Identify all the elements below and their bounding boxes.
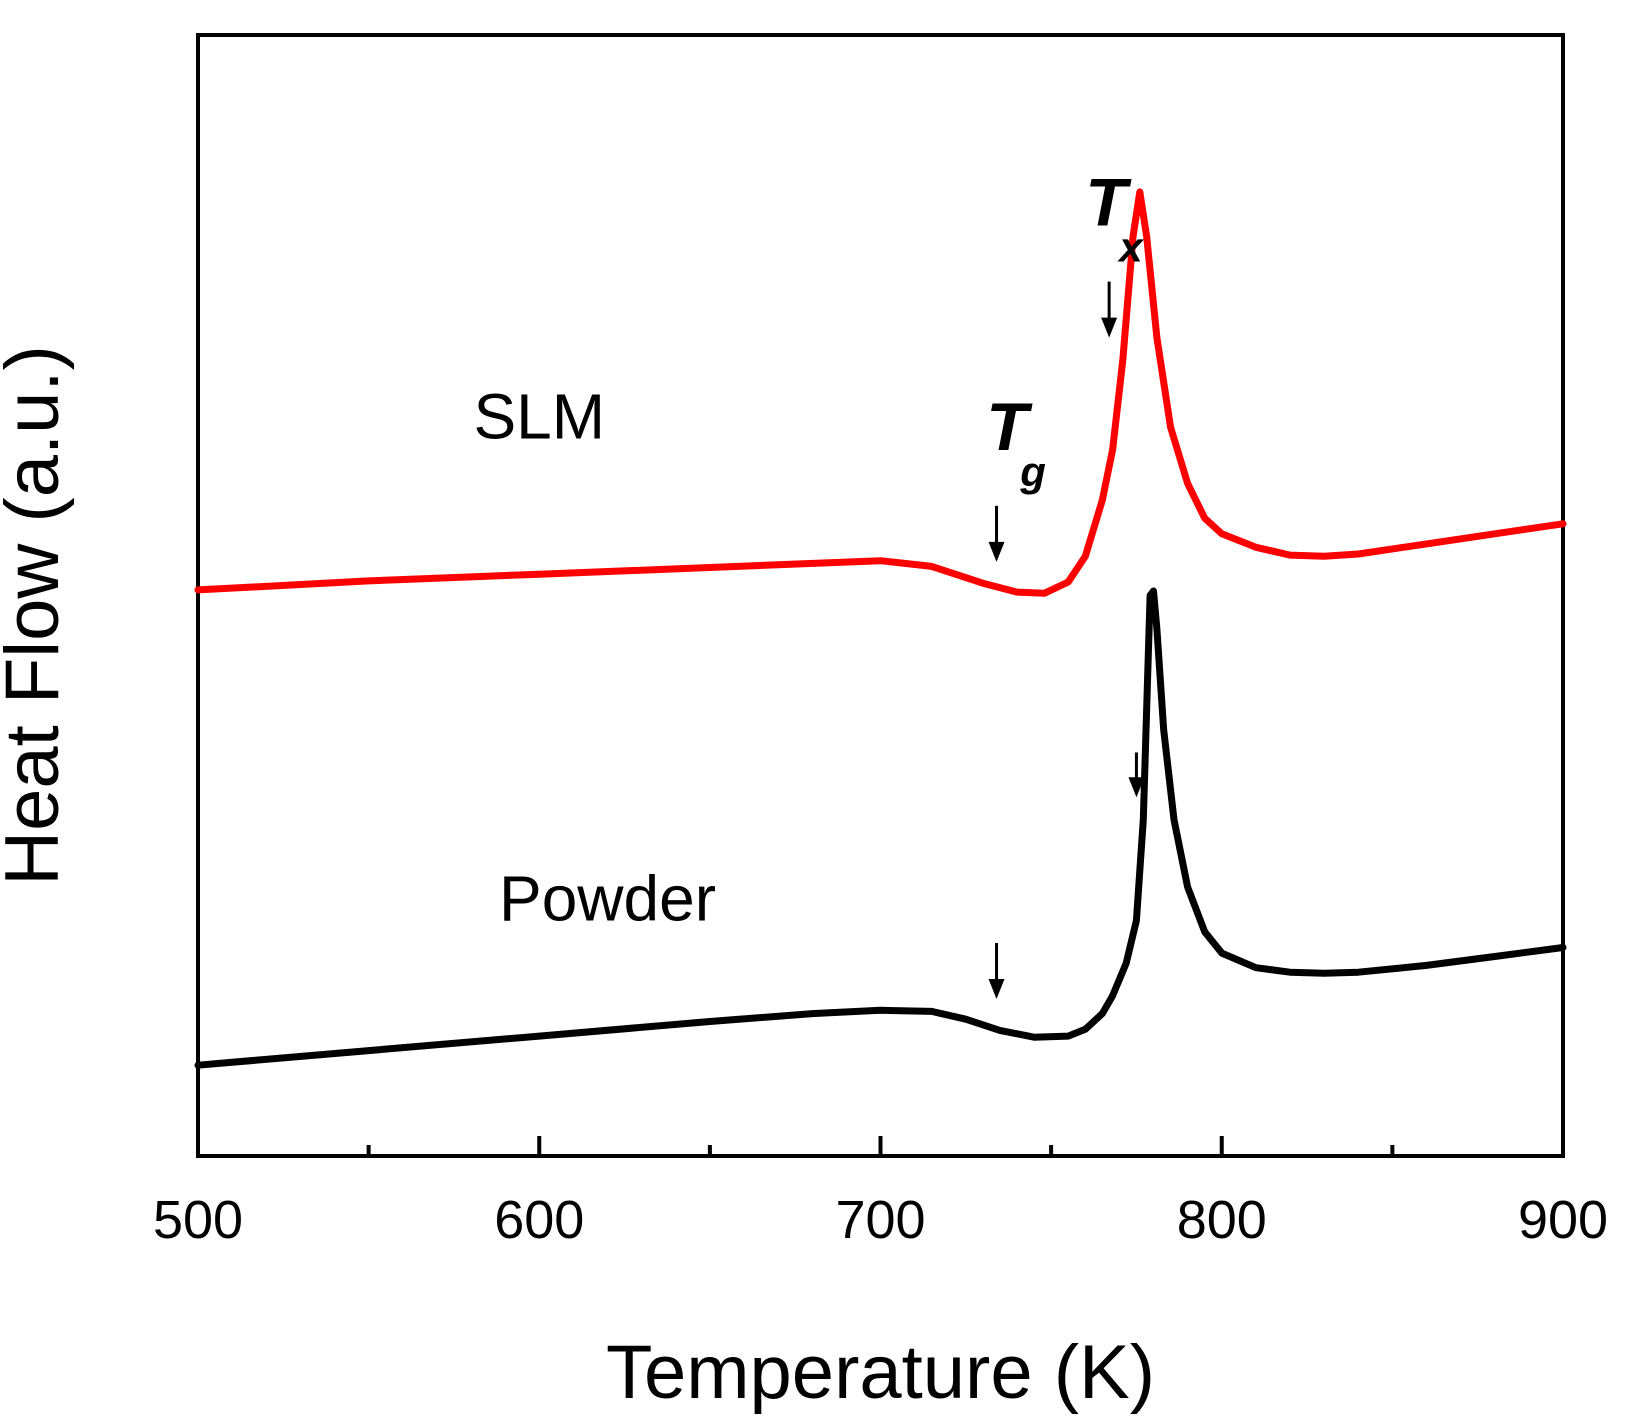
x-axis-title: Temperature (K) bbox=[606, 1330, 1155, 1415]
series-line-powder bbox=[194, 587, 1567, 1069]
arrow-head bbox=[988, 541, 1005, 562]
series-curves bbox=[194, 188, 1567, 1069]
x-tick-label: 500 bbox=[153, 1190, 243, 1250]
arrow-down-icon bbox=[988, 505, 1005, 562]
x-tick-label: 600 bbox=[494, 1190, 584, 1250]
plot-frame bbox=[196, 33, 1565, 1158]
y-axis-title: Heat Flow (a.u.) bbox=[0, 345, 75, 886]
arrow-down-icon bbox=[1128, 752, 1145, 798]
series-label-powder: Powder bbox=[499, 863, 716, 935]
x-tick-label: 900 bbox=[1518, 1190, 1608, 1250]
arrow-down-icon bbox=[1101, 281, 1118, 338]
x-axis: 500 600 700 800 900 bbox=[153, 1136, 1608, 1250]
marker-subscript-x: x bbox=[1117, 224, 1144, 271]
arrow-head bbox=[988, 979, 1005, 1000]
arrow-down-icon bbox=[988, 943, 1005, 1000]
x-tick-label: 700 bbox=[835, 1190, 925, 1250]
marker-label-tx: T bbox=[1085, 165, 1132, 241]
arrow-head bbox=[1101, 317, 1118, 338]
arrow-head bbox=[1128, 777, 1145, 798]
marker-subscript-g: g bbox=[1019, 448, 1046, 495]
series-line-slm bbox=[194, 188, 1567, 597]
marker-label-tg: T bbox=[986, 389, 1033, 465]
series-label-slm: SLM bbox=[473, 381, 605, 453]
x-tick-label: 800 bbox=[1177, 1190, 1267, 1250]
